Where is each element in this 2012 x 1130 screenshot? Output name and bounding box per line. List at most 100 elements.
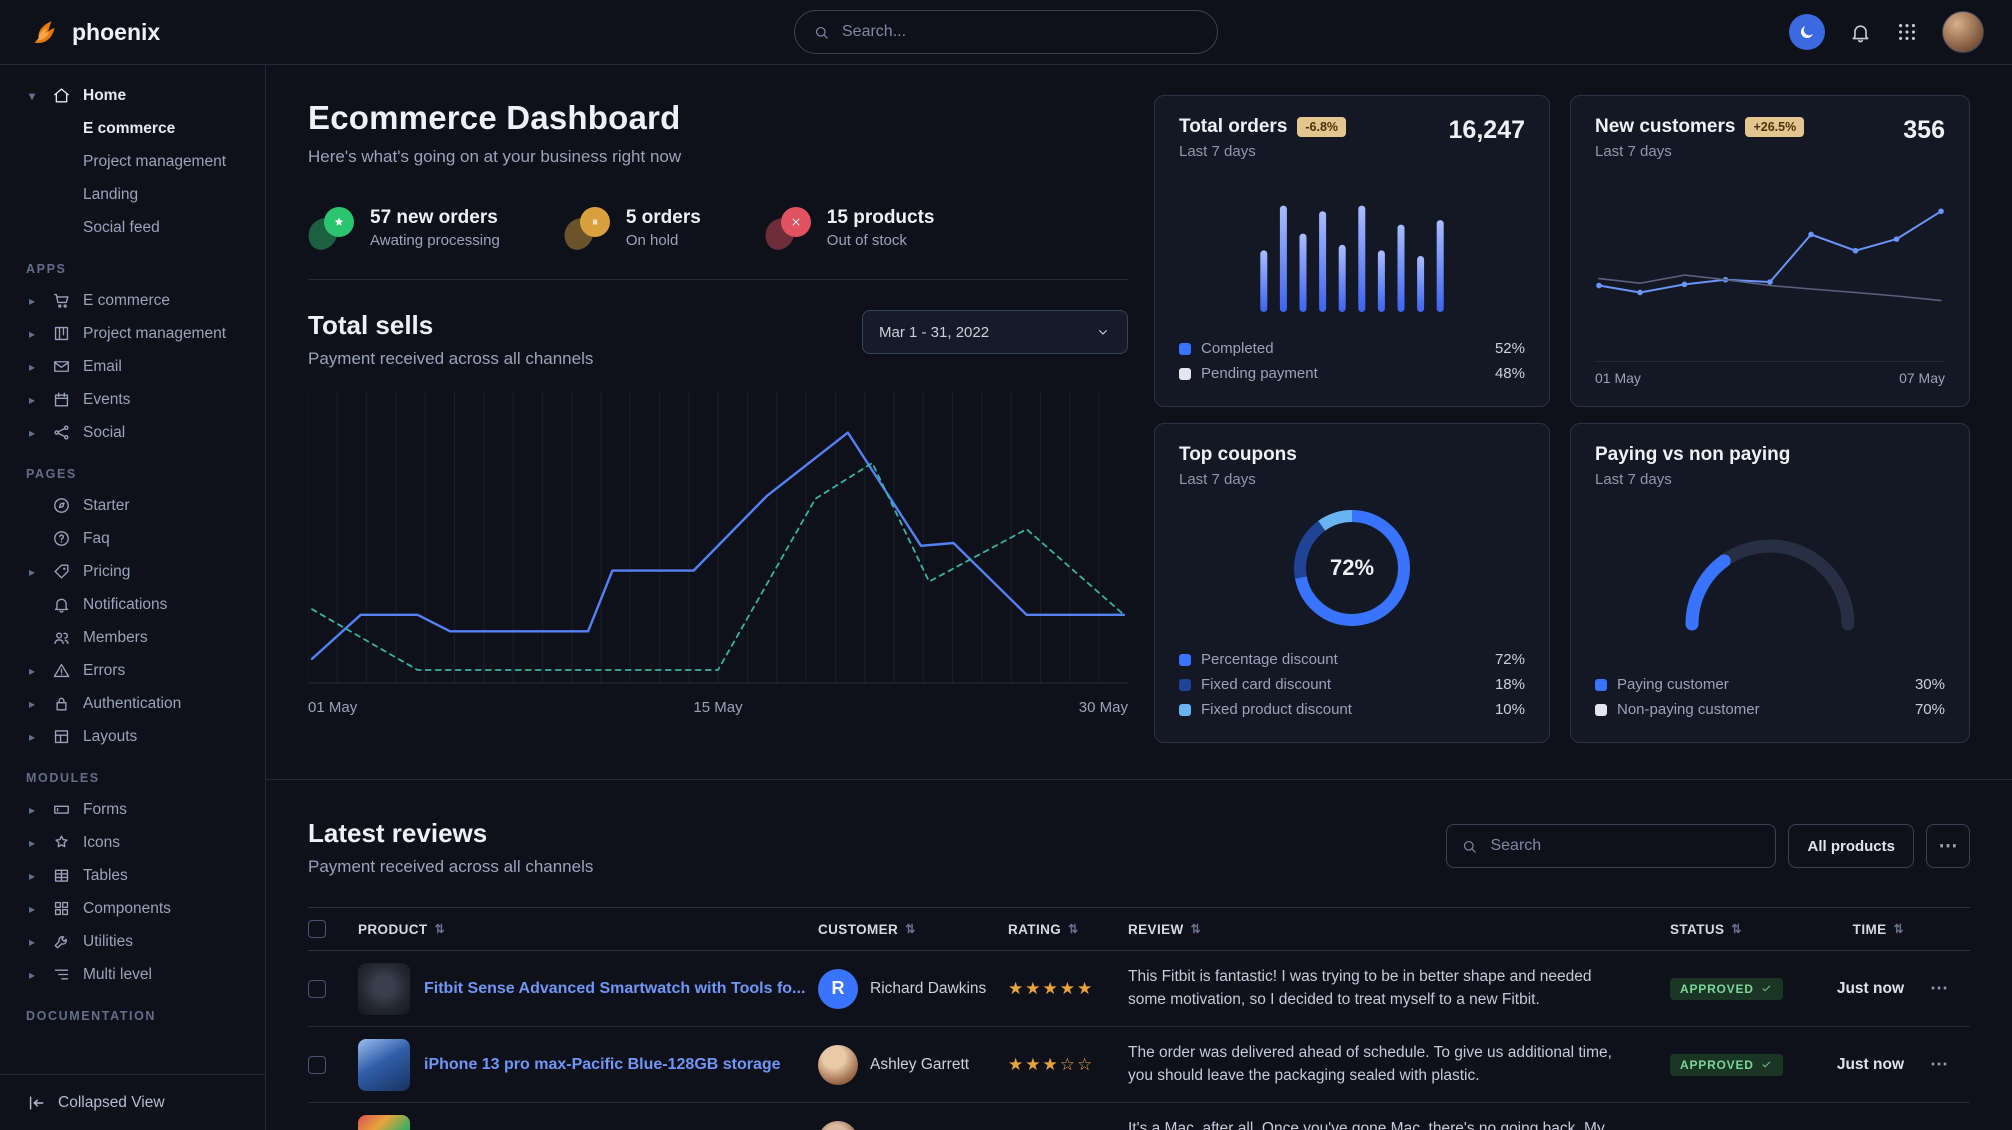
sidebar-item-project-management[interactable]: ▸ Project management — [0, 317, 265, 350]
legend-item: Fixed card discount 18% — [1179, 672, 1525, 697]
date-range-select[interactable]: Mar 1 - 31, 2022 — [862, 310, 1128, 354]
sidebar-item-multi-level[interactable]: ▸ Multi level — [0, 958, 265, 991]
caret-right-icon: ▸ — [28, 802, 36, 817]
top-navbar: phoenix — [0, 0, 2012, 65]
legend-swatch — [1595, 703, 1607, 716]
sidebar-item-members[interactable]: Members — [0, 621, 265, 654]
new-customers-card: New customers +26.5% Last 7 days 356 01 … — [1570, 95, 1970, 407]
sidebar-item-email[interactable]: ▸ Email — [0, 350, 265, 383]
shapes-icon — [55, 835, 68, 848]
caret-right-icon: ▸ — [28, 425, 36, 440]
card-value: 16,247 — [1448, 116, 1525, 144]
brand[interactable]: phoenix — [28, 15, 160, 49]
reviews-search[interactable] — [1446, 824, 1777, 868]
sidebar-item-errors[interactable]: ▸ Errors — [0, 654, 265, 687]
sidebar-item-label: Social — [83, 423, 126, 441]
legend-swatch — [1179, 678, 1191, 691]
reviews-more-button[interactable]: ⋯ — [1926, 824, 1970, 868]
column-header-rating[interactable]: RATING ⇅ — [1008, 922, 1128, 937]
sidebar-section-title: MODULES — [26, 771, 100, 785]
user-avatar[interactable] — [1942, 11, 1984, 53]
legend-value: 72% — [1494, 651, 1525, 668]
sidebar-item-events[interactable]: ▸ Events — [0, 383, 265, 416]
legend-swatch — [1179, 703, 1191, 716]
sidebar-subitem-social-feed[interactable]: Social feed — [83, 218, 160, 236]
share-icon — [54, 425, 69, 440]
top-coupons-card: Top coupons Last 7 days 72% Percentage d… — [1154, 423, 1550, 743]
product-link[interactable]: iPhone 13 pro max-Pacific Blue-128GB sto… — [424, 1055, 781, 1073]
sidebar-subitem-project-management[interactable]: Project management — [83, 152, 227, 170]
column-header-status[interactable]: STATUS ⇅ — [1670, 922, 1820, 937]
sidebar-item-label: Utilities — [83, 932, 133, 950]
reviews-search-input[interactable] — [1488, 836, 1762, 856]
total-sells-chart: 01 May 15 May 30 May — [308, 391, 1128, 716]
caret-right-icon: ▸ — [28, 293, 36, 308]
grid9-icon — [1899, 24, 1915, 40]
caret-right-icon: ▸ — [28, 901, 36, 916]
caret-right-icon: ▸ — [28, 696, 36, 711]
sidebar-item-forms[interactable]: ▸ Forms — [0, 793, 265, 826]
x-axis-labels: 01 May 07 May — [1595, 361, 1945, 386]
column-label: REVIEW — [1128, 921, 1184, 937]
stat-status-icon — [304, 207, 354, 253]
row-checkbox[interactable] — [308, 979, 326, 998]
users-icon — [54, 632, 69, 645]
sidebar-item-home[interactable]: ▾ Home — [0, 79, 265, 112]
sort-icon: ⇅ — [1893, 922, 1904, 936]
review-row: iPhone 13 pro max-Pacific Blue-128GB sto… — [308, 1027, 1970, 1103]
sidebar-item-starter[interactable]: Starter — [0, 489, 265, 522]
product-link[interactable]: Fitbit Sense Advanced Smartwatch with To… — [424, 979, 806, 997]
sidebar-item-notifications[interactable]: Notifications — [0, 588, 265, 621]
row-checkbox[interactable] — [308, 1055, 326, 1074]
column-header-customer[interactable]: CUSTOMER ⇅ — [818, 922, 1008, 937]
coupons-legend: Percentage discount 72% Fixed card discoun… — [1179, 647, 1525, 722]
select-all-checkbox[interactable] — [308, 920, 326, 938]
sidebar-subitem-landing[interactable]: Landing — [83, 185, 139, 203]
search-icon — [815, 26, 828, 39]
navbar-search-input[interactable] — [840, 22, 1199, 42]
sidebar-item-icons[interactable]: ▸ Icons — [0, 826, 265, 859]
x-axis-label: 15 May — [693, 699, 743, 716]
sidebar-item-label: Faq — [83, 529, 110, 547]
sort-icon: ⇅ — [1731, 922, 1742, 936]
all-products-filter[interactable]: All products — [1788, 824, 1914, 868]
pause-icon — [593, 219, 597, 225]
stat-item: 57 new orders Awating processing — [304, 207, 500, 253]
navbar-search[interactable] — [794, 10, 1218, 54]
column-header-product[interactable]: PRODUCT ⇅ — [358, 922, 818, 937]
avatar — [818, 1044, 858, 1085]
sidebar-item-tables[interactable]: ▸ Tables — [0, 859, 265, 892]
x-axis-label: 01 May — [1595, 370, 1641, 386]
sidebar-item-authentication[interactable]: ▸ Authentication — [0, 687, 265, 720]
row-actions-button[interactable]: ⋯ — [1930, 978, 1948, 998]
stat-status-icon — [559, 207, 610, 253]
sidebar-item-social[interactable]: ▸ Social — [0, 416, 265, 449]
review-time: Just now — [1836, 979, 1904, 997]
sidebar-section-title: DOCUMENTATION — [26, 1009, 157, 1023]
sidebar-item-utilities[interactable]: ▸ Utilities — [0, 925, 265, 958]
apps-grid-button[interactable] — [1896, 21, 1918, 43]
sidebar-subitem-e-commerce[interactable]: E commerce — [83, 119, 176, 137]
sidebar-item-label: Notifications — [83, 595, 168, 613]
collapsed-view-button[interactable]: Collapsed View — [0, 1074, 265, 1130]
sidebar-item-pricing[interactable]: ▸ Pricing — [0, 555, 265, 588]
column-header-time[interactable]: TIME ⇅ — [1820, 922, 1930, 937]
avatar — [818, 1120, 858, 1130]
sidebar-item-e-commerce[interactable]: ▸ E commerce — [0, 284, 265, 317]
theme-toggle-button[interactable] — [1789, 14, 1825, 50]
row-actions-button[interactable]: ⋯ — [1930, 1054, 1948, 1074]
sidebar-item-components[interactable]: ▸ Components — [0, 892, 265, 925]
change-badge: -6.8% — [1297, 117, 1347, 137]
column-header-review[interactable]: REVIEW ⇅ — [1128, 922, 1670, 937]
notifications-button[interactable] — [1849, 21, 1872, 44]
card-title: Paying vs non paying — [1595, 444, 1791, 465]
x-axis-label: 30 May — [1078, 699, 1128, 716]
sidebar-item-layouts[interactable]: ▸ Layouts — [0, 720, 265, 753]
caret-right-icon: ▸ — [28, 835, 36, 850]
stat-value: 57 new orders — [370, 207, 498, 228]
caret-right-icon: ▸ — [28, 729, 36, 744]
check-icon — [1762, 985, 1770, 992]
paying-legend: Paying customer 30% Non-paying customer 70% — [1595, 672, 1945, 722]
legend-swatch — [1179, 653, 1191, 666]
sidebar-item-faq[interactable]: Faq — [0, 522, 265, 555]
